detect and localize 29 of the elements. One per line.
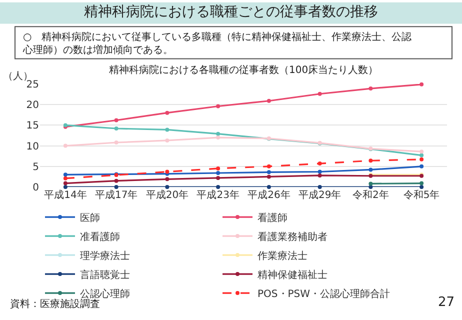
text: 精神科病院における各職種の従事者数（100床当たり人数） — [109, 64, 378, 76]
text: 27 — [438, 295, 455, 310]
legend-label: POS・PSW・公認心理師合計 — [258, 288, 390, 300]
legend-label: 言語聴覚士 — [80, 268, 130, 281]
y-tick-label: 0 — [32, 182, 39, 194]
x-tick-label: 平成26年 — [248, 189, 290, 201]
x-tick-label: 令和5年 — [403, 189, 440, 201]
x-tick-label: 平成23年 — [196, 189, 240, 201]
y-tick-label: 10 — [26, 141, 39, 152]
x-tick-label: 平成29年 — [298, 189, 342, 201]
text: 資料：医療施設調査 — [10, 298, 100, 310]
legend-label: 看護師 — [258, 212, 288, 224]
x-tick-label: 平成17年 — [94, 189, 138, 201]
x-tick-label: 平成20年 — [146, 189, 189, 201]
y-tick-label: 15 — [26, 120, 39, 132]
y-tick-label: 5 — [32, 162, 39, 173]
legend-label: 看護業務補助者 — [258, 230, 328, 243]
legend-label: 作業療法士 — [256, 250, 308, 262]
y-tick-label: 25 — [26, 80, 39, 90]
legend-label: 医師 — [80, 212, 100, 224]
legend-label: 公認心理師 — [80, 288, 130, 300]
legend-label: 理学療法士 — [80, 250, 130, 262]
x-tick-label: 平成14年 — [44, 189, 87, 201]
y-tick-label: 20 — [26, 100, 39, 112]
chart-title: 精神科病院における職種ごとの従事者数の推移 — [84, 4, 378, 20]
x-tick-label: 令和2年 — [352, 189, 389, 201]
legend-label: 准看護師 — [80, 230, 120, 243]
chart-subtitle: ○ 精神科病院において従事している多職種（特に精神保健福祉士、作業療法士、公認心理師）の数は増加傾向である。 — [22, 31, 412, 56]
legend-label: 精神保健福祉士 — [258, 268, 328, 281]
